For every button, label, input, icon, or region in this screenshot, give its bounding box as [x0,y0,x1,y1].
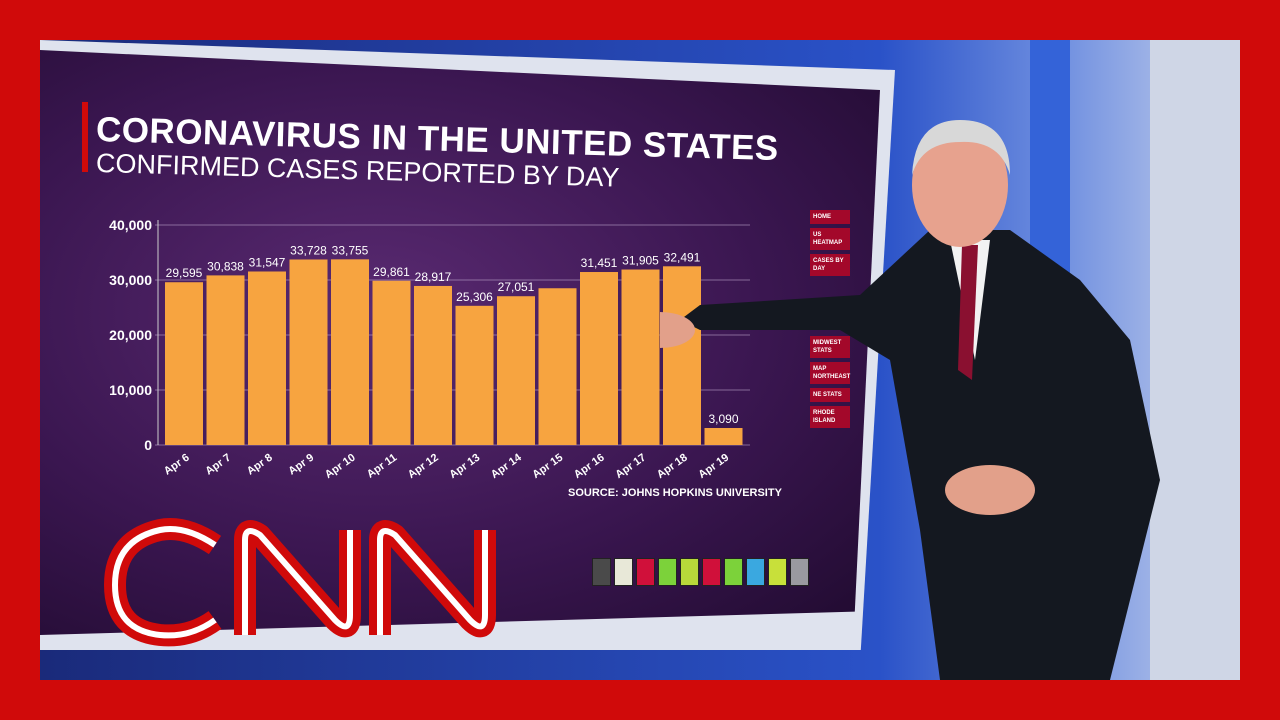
data-label: 33,728 [290,243,327,257]
x-tick-label: Apr 10 [323,452,358,481]
y-tick-label: 20,000 [109,327,152,343]
bar [580,272,618,445]
color-swatch[interactable] [746,558,765,586]
cnn-logo [104,518,496,647]
color-swatch[interactable] [592,558,611,586]
x-tick-label: Apr 13 [447,452,482,481]
data-label: 25,306 [456,290,493,304]
menu-item[interactable]: US HEATMAP [810,228,850,250]
menu-item[interactable]: NE STATS [810,388,850,402]
x-tick-label: Apr 12 [406,452,441,481]
data-label: 3,090 [708,412,738,426]
wall-panel [1150,40,1240,680]
menu-item[interactable]: CASES BY DAY [810,254,850,276]
bar [414,285,452,445]
menu-item[interactable]: MAP NORTHEAST [810,362,850,384]
data-label: 28,917 [415,270,452,284]
bar [704,428,743,445]
color-swatch[interactable] [636,558,655,586]
color-swatch[interactable] [680,558,699,586]
bar [248,271,286,445]
data-label: 31,547 [249,255,286,269]
data-label: 29,595 [166,266,203,280]
menu-item[interactable]: HOME [810,210,850,224]
x-tick-label: Apr 6 [162,452,192,478]
x-tick-label: Apr 9 [286,452,316,478]
color-swatch[interactable] [658,558,677,586]
color-swatch[interactable] [768,558,787,586]
menu-item[interactable]: RHODE ISLAND [810,406,850,428]
bar [206,275,245,445]
data-label: 29,861 [373,265,410,279]
data-label: 32,491 [664,250,701,264]
x-tick-label: Apr 7 [203,452,233,478]
y-tick-label: 0 [144,437,152,453]
data-label: 31,451 [581,256,618,270]
x-tick-label: Apr 16 [572,452,607,481]
data-label: 33,755 [332,243,369,257]
color-swatch[interactable] [790,558,809,586]
title-accent [82,102,88,172]
bar [372,280,411,445]
bar [455,305,494,445]
color-swatch[interactable] [614,558,633,586]
source-note: SOURCE: JOHNS HOPKINS UNIVERSITY [568,487,782,499]
bar [538,288,577,445]
x-tick-label: Apr 14 [489,451,525,481]
bar [663,266,701,445]
color-swatch[interactable] [702,558,721,586]
bar [289,259,328,445]
color-swatch[interactable] [724,558,743,586]
data-label: 31,905 [622,254,659,268]
x-tick-label: Apr 17 [613,452,648,481]
bar [165,282,203,445]
studio-scene: CORONAVIRUS IN THE UNITED STATES CONFIRM… [40,40,1240,680]
bar [331,259,369,445]
y-tick-label: 10,000 [109,382,152,398]
y-tick-label: 30,000 [109,272,152,288]
x-tick-label: Apr 15 [530,452,565,481]
data-label: 30,838 [207,259,244,273]
y-tick-label: 40,000 [109,217,152,233]
data-label: 27,051 [498,280,535,294]
bar [621,269,660,445]
menu-item[interactable]: MIDWEST STATS [810,336,850,358]
x-tick-label: Apr 8 [245,452,275,478]
bar-chart: 0 10,000 20,000 30,000 40,000 29,595 Apr 6 30,8… [109,217,750,481]
x-tick-label: Apr 11 [365,452,399,481]
side-menu: HOME US HEATMAP CASES BY DAY MIDWEST STATS M… [810,210,850,432]
bar [497,296,535,445]
color-palette [592,558,809,586]
presenter [660,120,1160,680]
